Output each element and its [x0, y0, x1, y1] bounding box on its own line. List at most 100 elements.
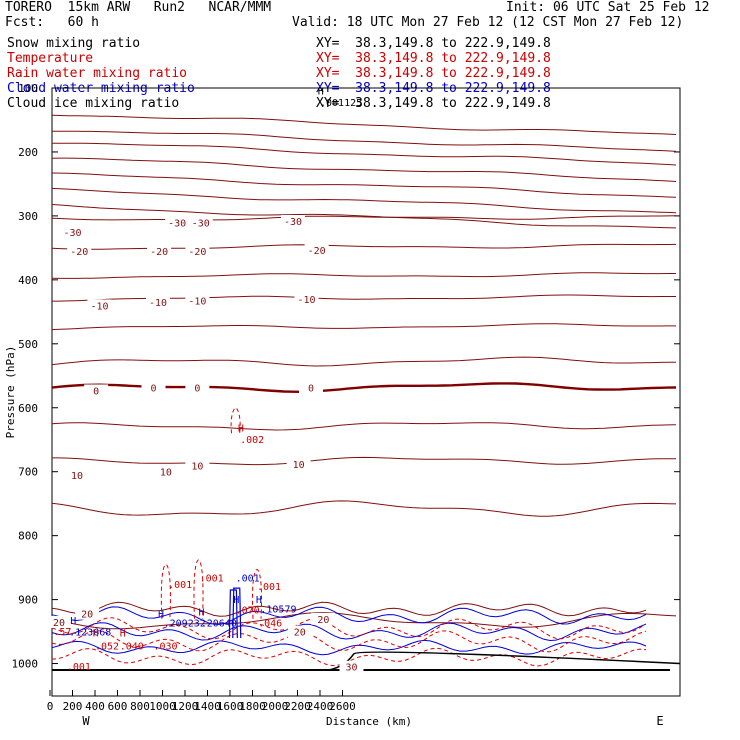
contour-label: -10: [297, 295, 315, 306]
max-annotation: H: [199, 608, 205, 619]
isotherm-line: [52, 130, 677, 152]
contour-label: 0: [93, 386, 99, 397]
isotherm-line: [51, 272, 676, 279]
contour-label: -10: [90, 301, 108, 312]
cloud-water-contour: [51, 622, 647, 642]
contour-label: -10: [149, 298, 167, 309]
label-bg: [60, 225, 85, 238]
isotherm-line: [51, 422, 677, 431]
label-bg: [294, 293, 319, 306]
x-tick-label: 600: [108, 700, 128, 713]
contour-label: -30: [63, 228, 81, 239]
cloud-water-tower: [232, 587, 242, 638]
max-annotation: .001: [257, 582, 281, 593]
y-tick-label: 800: [18, 530, 38, 543]
x-tick-label: 2200: [284, 700, 311, 713]
plot-frame: [49, 87, 681, 697]
contour-label: 0: [150, 383, 156, 394]
field-xy-cloud-ice: XY= 38.3,149.8 to 222.9,149.8: [316, 96, 551, 111]
rain-cell: [252, 569, 262, 619]
x-tick-label: 800: [130, 700, 150, 713]
contour-label: 0: [194, 383, 200, 394]
field-name-temperature: Temperature: [7, 51, 94, 66]
label-bg: [185, 381, 210, 394]
x-tick-label: 1200: [172, 700, 199, 713]
y-tick-label: 900: [18, 594, 38, 607]
max-annotation: .20640: [201, 618, 237, 629]
max-annotation: .001: [200, 574, 224, 585]
max-annotation: H: [158, 610, 164, 621]
warm-isotherm: [51, 601, 647, 617]
contour-label: 20: [81, 610, 93, 621]
y-tick-label: 600: [18, 402, 38, 415]
label-bg: [87, 299, 112, 312]
y-tick-label: 100: [18, 82, 38, 95]
contour-label: 0: [308, 383, 314, 394]
isotherm-line: [51, 611, 677, 630]
isotherm-line: [51, 500, 677, 517]
max-annotation: .001: [168, 580, 192, 591]
max-annotation: .030: [154, 641, 178, 652]
label-bg: [141, 381, 166, 394]
max-annotation: H: [93, 629, 99, 640]
label-bg: [185, 294, 210, 307]
isotherm-line: [52, 294, 676, 302]
isotherm-lines: [51, 114, 677, 630]
max-annotation: H: [318, 86, 324, 97]
label-bg: [281, 215, 305, 228]
isotherm-line: [52, 456, 676, 466]
y-axis-title: Pressure (hPa): [4, 346, 17, 439]
max-annotation: .209232: [164, 618, 206, 629]
max-annotation: .052: [95, 641, 119, 652]
isotherm-line: [52, 142, 677, 166]
hydrometeor-contours: [51, 407, 681, 671]
max-annotation: .123668: [69, 627, 111, 638]
plot-border: [51, 87, 681, 697]
isotherm-line: [51, 356, 676, 367]
label-bg: [311, 612, 336, 625]
cloud-water-contour: [51, 639, 647, 656]
contour-label: -30: [284, 217, 302, 228]
east-label: E: [656, 714, 663, 728]
west-label: W: [82, 714, 90, 728]
y-tick-label: 1000: [12, 658, 39, 671]
label-bg: [67, 245, 92, 258]
contour-label: -20: [188, 247, 206, 258]
contour-label: 10: [293, 460, 305, 471]
contour-label: 20: [294, 628, 306, 639]
field-name-snow: Snow mixing ratio: [7, 36, 141, 51]
label-bg: [287, 625, 312, 638]
y-tick-label: 300: [18, 210, 38, 223]
x-tick-label: 2600: [329, 700, 356, 713]
isotherm-line: [51, 323, 676, 331]
x-tick-label: 1000: [149, 700, 176, 713]
contour-label: 10: [160, 468, 172, 479]
x-axis-title: Distance (km): [326, 715, 412, 728]
field-name-rain: Rain water mixing ratio: [7, 66, 188, 81]
rain-contour: [51, 630, 647, 653]
max-annotation: .001: [67, 662, 91, 673]
label-bg: [185, 245, 210, 258]
max-annotation: .040: [120, 641, 144, 652]
label-bg: [185, 459, 210, 472]
label-bg: [188, 216, 213, 229]
label-bg: [84, 384, 109, 397]
model-title: TORERO 15km ARW Run2 NCAR/MMM: [5, 0, 272, 15]
max-annotation: .57: [53, 627, 71, 638]
contour-labels: -30 -30 -30 -30 -20 -20 -20 -20 -10 -10 -10 -10 0 0 0 0…: [47, 215, 364, 674]
label-bg: [286, 458, 311, 471]
x-tick-label: 0: [47, 700, 54, 713]
x-tick-label: 200: [63, 700, 83, 713]
label-bg: [47, 615, 71, 628]
label-bg: [153, 465, 178, 478]
rain-cell: [193, 559, 204, 619]
label-bg: [147, 245, 172, 258]
label-bg: [304, 243, 329, 256]
contour-label: -20: [70, 247, 88, 258]
contour-label: 20: [53, 618, 65, 629]
field-xy-rain: XY= 38.3,149.8 to 222.9,149.8: [316, 66, 551, 81]
field-xy-temperature: XY= 38.3,149.8 to 222.9,149.8: [316, 51, 551, 66]
